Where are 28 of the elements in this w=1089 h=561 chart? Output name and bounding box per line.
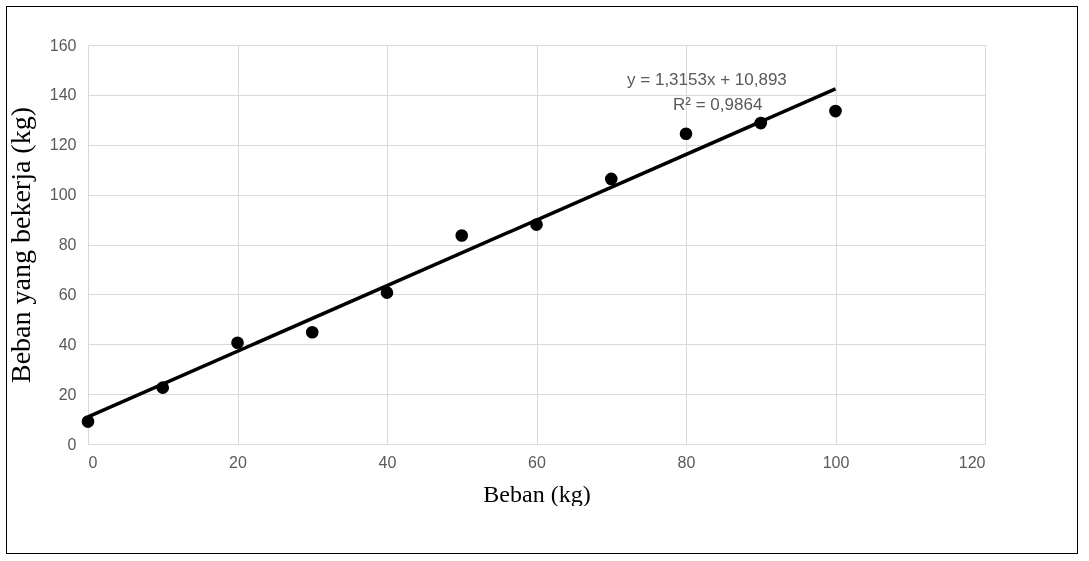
y-tick-label: 80 — [58, 236, 77, 253]
y-tick-label: 40 — [58, 335, 77, 353]
y-tick-label: 140 — [49, 86, 77, 104]
x-axis-title: Beban (kg) — [483, 480, 591, 507]
point — [679, 127, 693, 141]
annotation: y = 1,3153x + 10,893 — [627, 70, 787, 89]
point — [455, 229, 469, 242]
x-tick-label: 0 — [88, 453, 98, 471]
y-tick-label: 160 — [49, 36, 77, 54]
x-tick-label: 120 — [958, 453, 986, 471]
point — [829, 104, 842, 118]
x-tick-label: 40 — [378, 453, 397, 471]
point — [81, 415, 95, 428]
y-axis-title: Beban yang bekerja (kg) — [4, 107, 36, 383]
x-tick-label: 100 — [822, 453, 850, 471]
x-tick-label: 20 — [229, 453, 247, 471]
point — [380, 286, 394, 299]
point — [604, 172, 618, 186]
x-tick-label: 60 — [528, 453, 546, 471]
x-tick-label: 80 — [677, 453, 696, 471]
annotation: R² = 0,9864 — [673, 95, 763, 114]
point — [305, 325, 319, 339]
y-tick-label: 20 — [58, 385, 77, 403]
y-tick-label: 0 — [67, 435, 77, 453]
y-tick-label: 100 — [49, 186, 77, 204]
y-tick-label: 60 — [58, 285, 77, 303]
y-tick-label: 120 — [49, 136, 77, 154]
point — [231, 336, 244, 350]
